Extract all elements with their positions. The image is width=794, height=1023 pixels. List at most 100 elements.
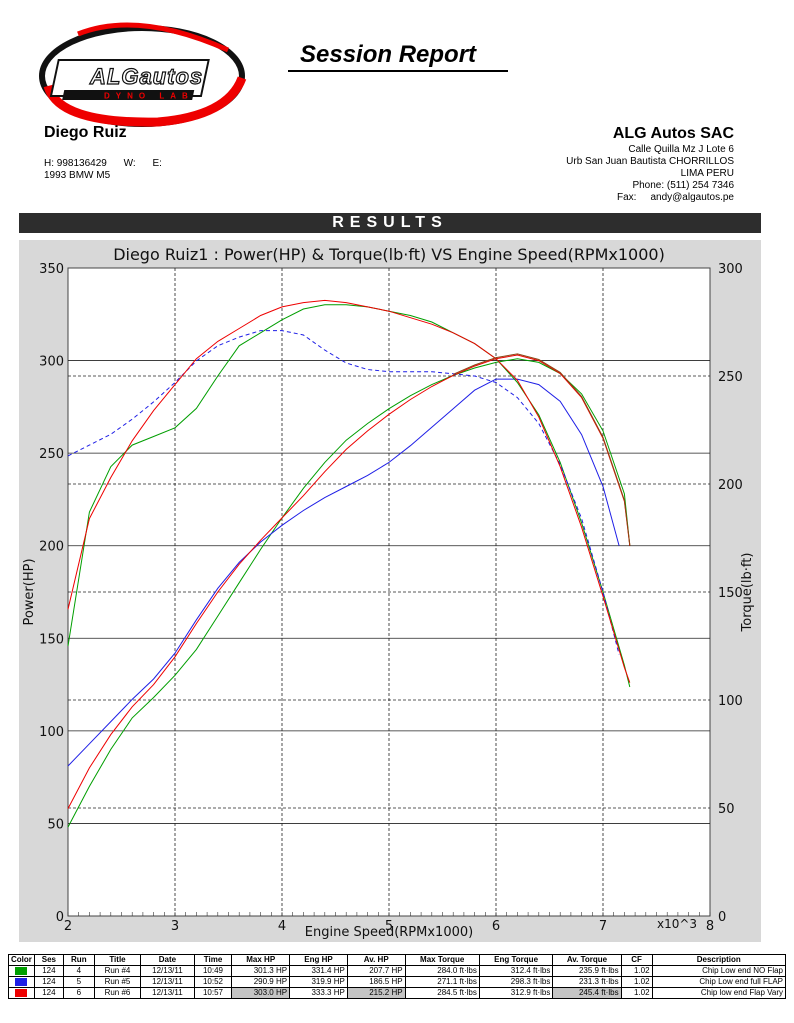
report-title: Session Report [288,40,508,72]
cell-av-hp: 207.7 HP [346,965,406,977]
company-address-3: LIMA PERU [680,168,734,179]
y2-tick-label: 0 [718,910,726,925]
cell-ses: 124 [33,976,64,988]
chart-title: Diego Ruiz1 : Power(HP) & Torque(lb·ft) … [113,245,665,264]
cell-eng-torque: 312.9 ft·lbs [478,987,554,999]
x-tick-label: 4 [278,919,286,934]
company-block: ALG Autos SAC Calle Quilla Mz J Lote 6 U… [566,124,734,204]
cell-av-torque: 235.9 ft·lbs [552,965,622,977]
series-lines [67,299,631,828]
color-swatch-cell [8,976,35,988]
x-tick-label: 7 [599,919,607,934]
table-row[interactable]: 124 4 Run #4 12/13/11 10:49 301.3 HP 331… [8,965,787,977]
y-axis-label: Power(HP) [22,558,37,625]
col-header: Description [651,954,787,966]
col-header: Ses [33,954,64,966]
customer-phone-work: W: [123,158,136,169]
y2-tick-label: 250 [718,370,743,385]
y-tick-label: 350 [39,262,64,277]
col-header: Av. Torque [552,954,622,966]
cell-title: Run #4 [93,965,142,977]
algautos-logo: ALGautos DYNO LAB [39,22,247,127]
customer-vehicle: 1993 BMW M5 [44,170,111,181]
run5-color-swatch [15,978,28,986]
table-header-row: Color Ses Run Title Date Time Max HP Eng… [8,954,787,966]
cell-max-hp: 303.0 HP [231,987,291,999]
y-tick-label: 100 [39,725,64,740]
cell-max-hp: 301.3 HP [231,965,291,977]
cell-av-hp: 186.5 HP [346,976,406,988]
cell-ses: 124 [33,965,64,977]
cell-max-torque: 284.5 ft·lbs [404,987,480,999]
col-header: Color [8,954,35,966]
axis-labels: 2 3 4 5 6 7 8050100150200250300350050100150200… [39,262,743,934]
col-header: Eng HP [289,954,348,966]
company-fax-label: Fax: [617,192,637,203]
run-6-power-overlay-line [453,353,631,545]
logo-text-main: ALGautos [89,64,203,89]
cell-cf: 1.02 [620,965,653,977]
col-header: Run [62,954,95,966]
cell-ses: 124 [33,987,64,999]
dyno-chart-panel: 2 3 4 5 6 7 8 0 50 100 150 200 250 300 350 0 50 100 150 200… [19,240,761,942]
y-tick-label: 50 [47,817,64,832]
cell-time: 10:49 [193,965,233,977]
y-tick-label: 0 [56,910,64,925]
run6-color-swatch [15,989,28,997]
y2-axis-label: Torque(lb·ft) [740,553,755,633]
customer-phones: H: 998136429 W: E: [44,158,176,169]
col-header: Max HP [231,954,291,966]
col-header: CF [620,954,653,966]
y-tick-label: 250 [39,447,64,462]
col-header: Title [93,954,142,966]
grid-lines [67,268,711,916]
cell-title: Run #6 [93,987,142,999]
x-tick-label: 2 [64,919,72,934]
cell-av-hp: 215.2 HP [346,987,406,999]
cell-max-hp: 290.9 HP [231,976,291,988]
cell-eng-hp: 331.4 HP [289,965,348,977]
run4-color-swatch [15,967,28,975]
y-tick-label: 300 [39,355,64,370]
cell-max-torque: 284.0 ft·lbs [404,965,480,977]
company-address-1: Calle Quilla Mz J Lote 6 [628,144,734,155]
cell-date: 12/13/11 [140,965,195,977]
customer-name: Diego Ruiz [44,124,127,141]
cell-cf: 1.02 [620,976,653,988]
y2-tick-label: 150 [718,586,743,601]
table-row[interactable]: 124 5 Run #5 12/13/11 10:52 290.9 HP 319… [8,976,787,988]
cell-run: 4 [62,965,95,977]
y-tick-label: 150 [39,632,64,647]
company-name: ALG Autos SAC [612,125,734,142]
y2-tick-label: 100 [718,694,743,709]
cell-cf: 1.02 [620,987,653,999]
customer-phone-extra: E: [152,158,162,169]
company-address-2: Urb San Juan Bautista CHORRILLOS [566,156,734,167]
cell-title: Run #5 [93,976,142,988]
run-4-torque-line [67,304,631,688]
logo-text-sub: DYNO LAB [104,92,194,101]
y2-tick-label: 200 [718,478,743,493]
runs-table: Color Ses Run Title Date Time Max HP Eng… [8,954,787,999]
run-4-power-line [67,358,631,828]
dyno-chart: 2 3 4 5 6 7 8050100150200250300350050100150200… [19,240,761,942]
x-multiplier-label: x10^3 [657,917,697,931]
col-header: Av. HP [346,954,406,966]
col-header: Max Torque [404,954,480,966]
cell-description: Chip low end Flap Vary [651,987,787,999]
x-tick-label: 8 [706,919,714,934]
cell-description: Chip Low end NO Flap [651,965,787,977]
col-header: Time [193,954,233,966]
col-header: Date [140,954,195,966]
run-6-torque-line [67,299,631,683]
x-tick-label: 3 [171,919,179,934]
cell-time: 10:57 [193,987,233,999]
run-5-torque-line [67,330,620,655]
cell-date: 12/13/11 [140,987,195,999]
cell-av-torque: 231.3 ft·lbs [552,976,622,988]
run-5-power-line [67,378,620,767]
table-row[interactable]: 124 6 Run #6 12/13/11 10:57 303.0 HP 333… [8,987,787,999]
cell-date: 12/13/11 [140,976,195,988]
y2-tick-label: 300 [718,262,743,277]
cell-run: 5 [62,976,95,988]
